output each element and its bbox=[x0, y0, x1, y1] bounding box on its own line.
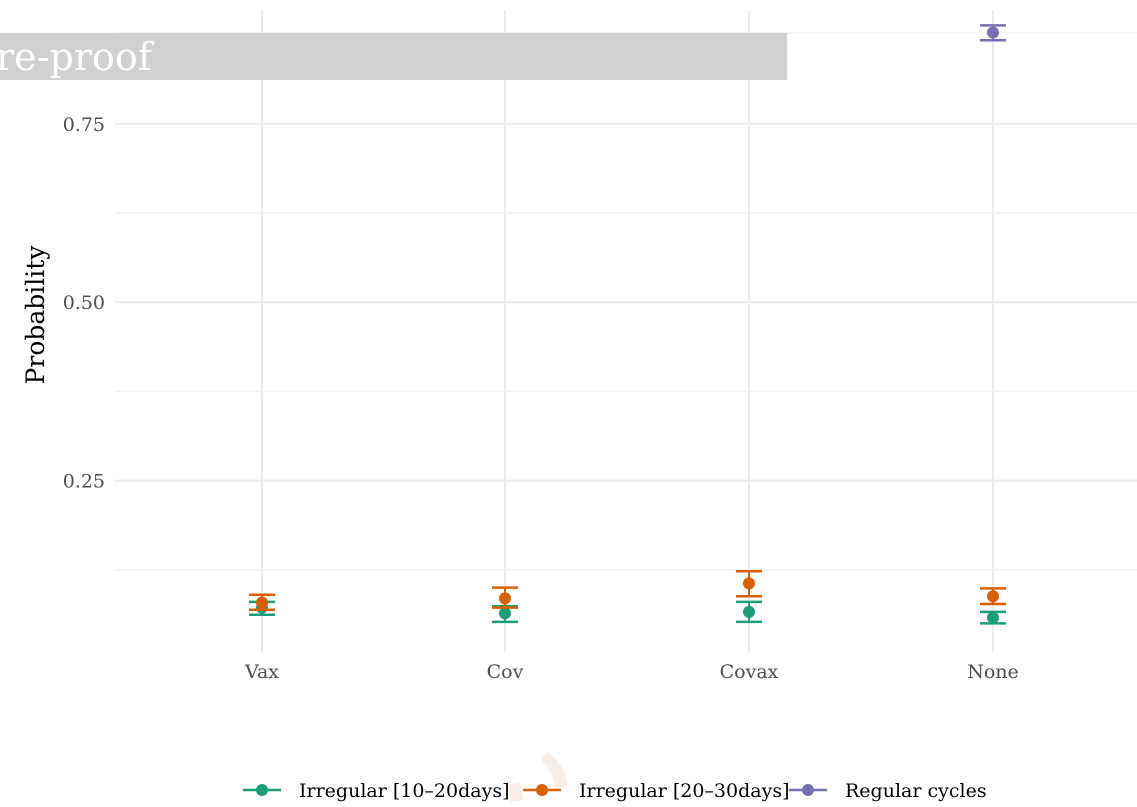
data-point bbox=[987, 590, 999, 603]
legend-label: Irregular [10–20days] bbox=[299, 780, 510, 802]
y-tick-label: 0.25 bbox=[63, 471, 105, 493]
x-tick-label: Vax bbox=[244, 661, 279, 683]
y-tick-label: 0.50 bbox=[63, 292, 105, 314]
data-point bbox=[499, 607, 511, 620]
x-tick-label: Cov bbox=[487, 661, 524, 683]
data-point bbox=[256, 596, 268, 609]
data-point bbox=[987, 611, 999, 624]
data-point bbox=[987, 26, 999, 39]
banner-text: re-proof bbox=[0, 35, 155, 79]
data-point bbox=[743, 605, 755, 618]
watermark-mark bbox=[508, 752, 568, 802]
chart-marks bbox=[249, 24, 1006, 625]
x-tick-label: None bbox=[967, 661, 1019, 683]
y-axis-title: Probability bbox=[21, 245, 50, 385]
legend-label: Irregular [20–30days] bbox=[579, 780, 790, 802]
legend-label: Regular cycles bbox=[845, 780, 987, 802]
y-tick-label: 0.75 bbox=[63, 114, 105, 136]
banner-background bbox=[0, 33, 787, 80]
legend: Irregular [10–20days] Irregular [20–30day… bbox=[243, 780, 987, 802]
x-tick-label: Covax bbox=[720, 661, 779, 683]
legend-key-point bbox=[536, 784, 548, 796]
legend-key-point bbox=[802, 784, 814, 796]
legend-key-point bbox=[256, 784, 268, 796]
axes: Probability 0.25 0.50 0.75 Vax Cov Covax None bbox=[21, 114, 1019, 683]
data-point bbox=[743, 577, 755, 590]
data-point bbox=[499, 592, 511, 605]
grid-lines bbox=[115, 10, 1137, 652]
banner: re-proof bbox=[0, 33, 787, 80]
